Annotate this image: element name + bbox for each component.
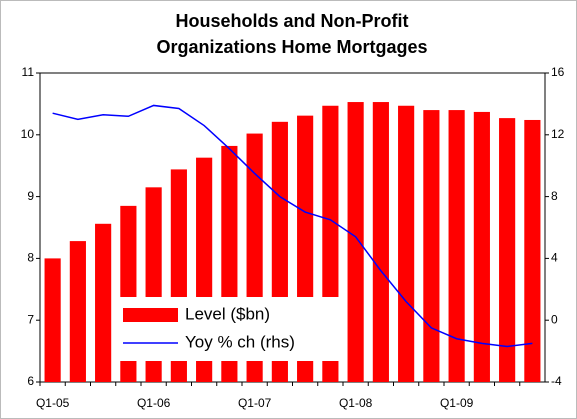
y-tick-label: 9 — [27, 189, 34, 203]
y-tick-label: 8 — [27, 251, 34, 265]
y-tick-label: 7 — [27, 312, 34, 326]
bar — [95, 223, 112, 382]
bar — [423, 110, 440, 382]
y2-tick-label: 16 — [551, 65, 565, 79]
y2-tick-label: 8 — [551, 189, 558, 203]
y-tick-label: 6 — [27, 374, 34, 388]
bar — [499, 118, 516, 382]
legend-label: Yoy % ch (rhs) — [185, 332, 295, 351]
y-tick-label: 10 — [21, 127, 35, 141]
legend-label: Level ($bn) — [185, 304, 270, 323]
legend-swatch — [123, 308, 178, 322]
y2-tick-label: 12 — [551, 127, 565, 141]
bar — [473, 111, 490, 383]
bar — [524, 119, 541, 382]
x-tick-label: Q1-06 — [137, 396, 171, 410]
bar — [347, 102, 364, 383]
bar — [69, 241, 86, 382]
line — [52, 104, 533, 348]
x-tick-label: Q1-08 — [339, 396, 373, 410]
y2-tick-label: -4 — [551, 374, 562, 388]
chart-title: Households and Non-Profit — [176, 11, 409, 31]
bar — [372, 102, 389, 383]
x-tick-label: Q1-09 — [440, 396, 474, 410]
bar — [398, 105, 415, 382]
y2-tick-label: 4 — [551, 251, 558, 265]
x-tick-label: Q1-05 — [36, 396, 70, 410]
x-tick-label: Q1-07 — [238, 396, 272, 410]
chart-title: Organizations Home Mortgages — [156, 37, 427, 57]
y-tick-label: 11 — [22, 65, 35, 79]
legend — [115, 297, 340, 361]
bar — [44, 258, 61, 382]
bar — [448, 110, 465, 382]
y2-tick-label: 0 — [551, 312, 558, 326]
